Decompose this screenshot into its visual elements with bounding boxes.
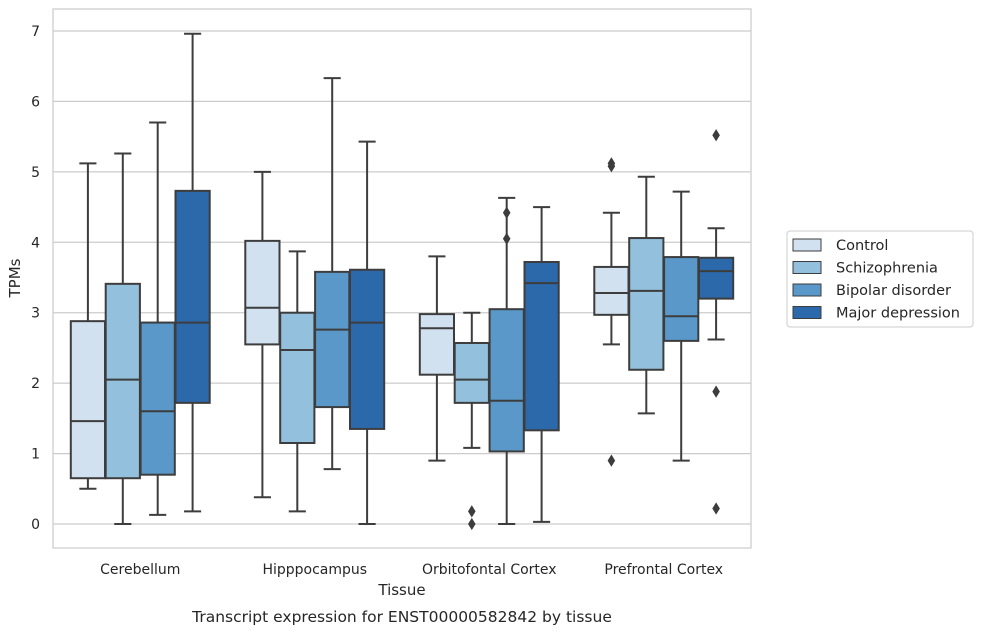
- box-iqr: [244, 239, 281, 346]
- x-axis-label: Tissue: [377, 581, 425, 599]
- legend-swatch: [792, 261, 822, 274]
- box-iqr: [453, 341, 490, 404]
- legend-swatch: [792, 283, 822, 297]
- box-iqr: [104, 282, 141, 480]
- outlier-point: [468, 505, 476, 518]
- x-tick-label: Hipppocampus: [262, 562, 367, 578]
- box-2-0: [139, 121, 176, 516]
- box-3-1: [348, 140, 386, 525]
- box-2-3: [663, 190, 700, 462]
- box-iqr: [628, 237, 665, 371]
- x-tick-label: Cerebellum: [100, 562, 180, 578]
- plot-frame: [52, 8, 752, 549]
- y-tick-label: 7: [31, 24, 40, 40]
- y-tick-label: 2: [31, 376, 40, 392]
- outlier-point: [468, 517, 476, 531]
- y-tick-label: 5: [31, 165, 40, 181]
- legend: Control Schizophrenia Bipolar disorder Majo…: [786, 230, 974, 328]
- box-iqr: [314, 270, 351, 409]
- y-tick-label: 1: [31, 447, 40, 463]
- box-iqr: [697, 256, 735, 300]
- box-iqr: [279, 311, 316, 445]
- y-tick-label: 3: [31, 306, 40, 322]
- legend-label: Bipolar disorder: [836, 283, 951, 299]
- box-iqr: [174, 189, 211, 404]
- box-iqr: [69, 320, 107, 480]
- box-iqr: [488, 308, 525, 453]
- box-0-3: [593, 157, 630, 467]
- box-0-2: [418, 255, 456, 462]
- chart-caption: Transcript expression for ENST0000058284…: [191, 608, 612, 626]
- box-1-2: [453, 311, 490, 531]
- box-2-1: [314, 77, 351, 471]
- box-iqr: [663, 256, 700, 342]
- box-groups: [69, 32, 735, 531]
- box-1-3: [628, 175, 665, 415]
- legend-swatch: [792, 238, 822, 252]
- legend-label: Schizophrenia: [836, 261, 938, 277]
- y-tick-label: 4: [31, 235, 40, 251]
- box-iqr: [418, 313, 456, 376]
- legend-frame: [786, 230, 974, 328]
- outlier-point: [607, 157, 616, 170]
- box-3-3: [697, 129, 735, 515]
- box-iqr: [523, 261, 560, 432]
- y-tick-label: 0: [31, 517, 40, 533]
- outlier-point: [502, 232, 511, 245]
- outlier-point: [502, 206, 511, 219]
- legend-label: Major depression: [836, 306, 960, 322]
- outlier-point: [607, 454, 616, 467]
- box-iqr: [139, 321, 176, 476]
- y-tick-label: 6: [31, 94, 40, 110]
- outlier-point: [712, 129, 720, 142]
- box-1-1: [279, 250, 316, 513]
- box-0-0: [69, 162, 107, 490]
- x-tick-labels: Cerebellum Hipppocampus Orbitofontal Corte…: [100, 562, 723, 578]
- x-tick-label: Orbitofontal Cortex: [422, 562, 557, 578]
- outlier-point: [712, 502, 720, 515]
- box-0-1: [244, 170, 281, 499]
- outlier-point: [712, 385, 720, 398]
- y-tick-labels: 0 1 2 3 4 5 6 7: [31, 24, 40, 533]
- x-tick-label: Prefrontal Cortex: [604, 562, 723, 578]
- box-iqr: [593, 265, 630, 316]
- box-3-2: [523, 206, 560, 523]
- legend-swatch: [792, 306, 822, 319]
- box-3-0: [174, 32, 211, 513]
- legend-label: Control: [836, 238, 888, 254]
- box-2-2: [488, 196, 525, 525]
- box-iqr: [348, 268, 386, 430]
- y-axis-label: TPMs: [6, 258, 24, 298]
- box-1-0: [104, 152, 141, 525]
